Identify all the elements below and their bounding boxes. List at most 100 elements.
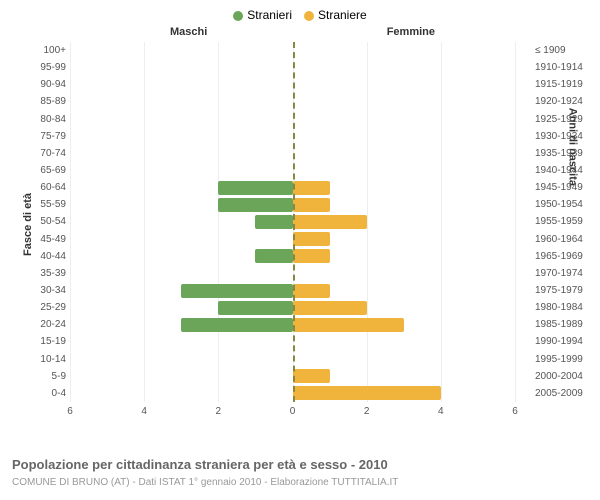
- legend-item: Stranieri: [233, 8, 292, 22]
- female-bar: [293, 301, 367, 315]
- age-label: 40-44: [14, 251, 66, 262]
- female-half: [293, 385, 516, 402]
- female-half: [293, 248, 516, 265]
- age-label: 55-59: [14, 199, 66, 210]
- x-tick: 2: [216, 406, 222, 417]
- female-bar: [293, 249, 330, 263]
- male-half: [70, 231, 293, 248]
- female-half: [293, 162, 516, 179]
- female-half: [293, 76, 516, 93]
- birth-label: 2005-2009: [535, 388, 587, 399]
- age-label: 30-34: [14, 285, 66, 296]
- male-half: [70, 145, 293, 162]
- female-half: [293, 179, 516, 196]
- birth-label: 1945-1949: [535, 182, 587, 193]
- male-half: [70, 299, 293, 316]
- age-label: 95-99: [14, 62, 66, 73]
- chart-area: Maschi Femmine Fasce di età Anni di nasc…: [10, 26, 590, 426]
- age-label: 90-94: [14, 79, 66, 90]
- male-half: [70, 385, 293, 402]
- female-half: [293, 128, 516, 145]
- female-half: [293, 299, 516, 316]
- birth-label: 1955-1959: [535, 216, 587, 227]
- age-label: 15-19: [14, 336, 66, 347]
- male-half: [70, 213, 293, 230]
- male-half: [70, 248, 293, 265]
- age-label: 10-14: [14, 354, 66, 365]
- x-tick: 4: [141, 406, 147, 417]
- female-bar: [293, 284, 330, 298]
- male-bar: [181, 284, 292, 298]
- chart-title: Popolazione per cittadinanza straniera p…: [12, 457, 388, 472]
- male-half: [70, 196, 293, 213]
- female-half: [293, 265, 516, 282]
- female-bar: [293, 318, 404, 332]
- age-label: 70-74: [14, 148, 66, 159]
- x-tick: 2: [364, 406, 370, 417]
- gridline: [515, 42, 516, 402]
- female-half: [293, 42, 516, 59]
- birth-label: 1940-1944: [535, 165, 587, 176]
- female-half: [293, 351, 516, 368]
- age-label: 100+: [14, 45, 66, 56]
- legend-item: Straniere: [304, 8, 367, 22]
- birth-label: 1920-1924: [535, 96, 587, 107]
- birth-label: 1995-1999: [535, 354, 587, 365]
- x-tick: 6: [67, 406, 73, 417]
- birth-label: 1980-1984: [535, 302, 587, 313]
- age-label: 0-4: [14, 388, 66, 399]
- male-bar: [255, 215, 292, 229]
- birth-label: 1925-1929: [535, 114, 587, 125]
- legend-swatch: [304, 11, 314, 21]
- birth-label: 1915-1919: [535, 79, 587, 90]
- male-half: [70, 93, 293, 110]
- side-title-left: Maschi: [170, 26, 207, 38]
- birth-label: 1950-1954: [535, 199, 587, 210]
- side-title-right: Femmine: [387, 26, 435, 38]
- age-label: 25-29: [14, 302, 66, 313]
- female-bar: [293, 386, 441, 400]
- male-bar: [181, 318, 292, 332]
- x-axis: 6420246: [70, 406, 515, 420]
- age-label: 20-24: [14, 319, 66, 330]
- age-label: 50-54: [14, 216, 66, 227]
- male-half: [70, 282, 293, 299]
- birth-label: 1935-1939: [535, 148, 587, 159]
- legend: Stranieri Straniere: [0, 0, 600, 26]
- female-bar: [293, 181, 330, 195]
- male-half: [70, 333, 293, 350]
- female-half: [293, 145, 516, 162]
- male-half: [70, 111, 293, 128]
- legend-label: Stranieri: [247, 8, 292, 22]
- age-label: 35-39: [14, 268, 66, 279]
- legend-swatch: [233, 11, 243, 21]
- birth-label: 1910-1914: [535, 62, 587, 73]
- male-half: [70, 76, 293, 93]
- birth-label: 1975-1979: [535, 285, 587, 296]
- chart-source: COMUNE DI BRUNO (AT) - Dati ISTAT 1° gen…: [12, 477, 398, 488]
- male-half: [70, 42, 293, 59]
- male-half: [70, 162, 293, 179]
- female-half: [293, 213, 516, 230]
- male-half: [70, 179, 293, 196]
- female-half: [293, 282, 516, 299]
- female-half: [293, 196, 516, 213]
- age-label: 65-69: [14, 165, 66, 176]
- legend-label: Straniere: [318, 8, 367, 22]
- male-half: [70, 128, 293, 145]
- birth-label: 1970-1974: [535, 268, 587, 279]
- female-half: [293, 111, 516, 128]
- birth-label: 1965-1969: [535, 251, 587, 262]
- birth-label: 1985-1989: [535, 319, 587, 330]
- female-half: [293, 333, 516, 350]
- age-label: 45-49: [14, 234, 66, 245]
- birth-label: 1960-1964: [535, 234, 587, 245]
- female-bar: [293, 232, 330, 246]
- female-half: [293, 93, 516, 110]
- age-label: 60-64: [14, 182, 66, 193]
- female-half: [293, 59, 516, 76]
- birth-label: 2000-2004: [535, 371, 587, 382]
- age-label: 75-79: [14, 131, 66, 142]
- female-half: [293, 316, 516, 333]
- male-bar: [218, 301, 292, 315]
